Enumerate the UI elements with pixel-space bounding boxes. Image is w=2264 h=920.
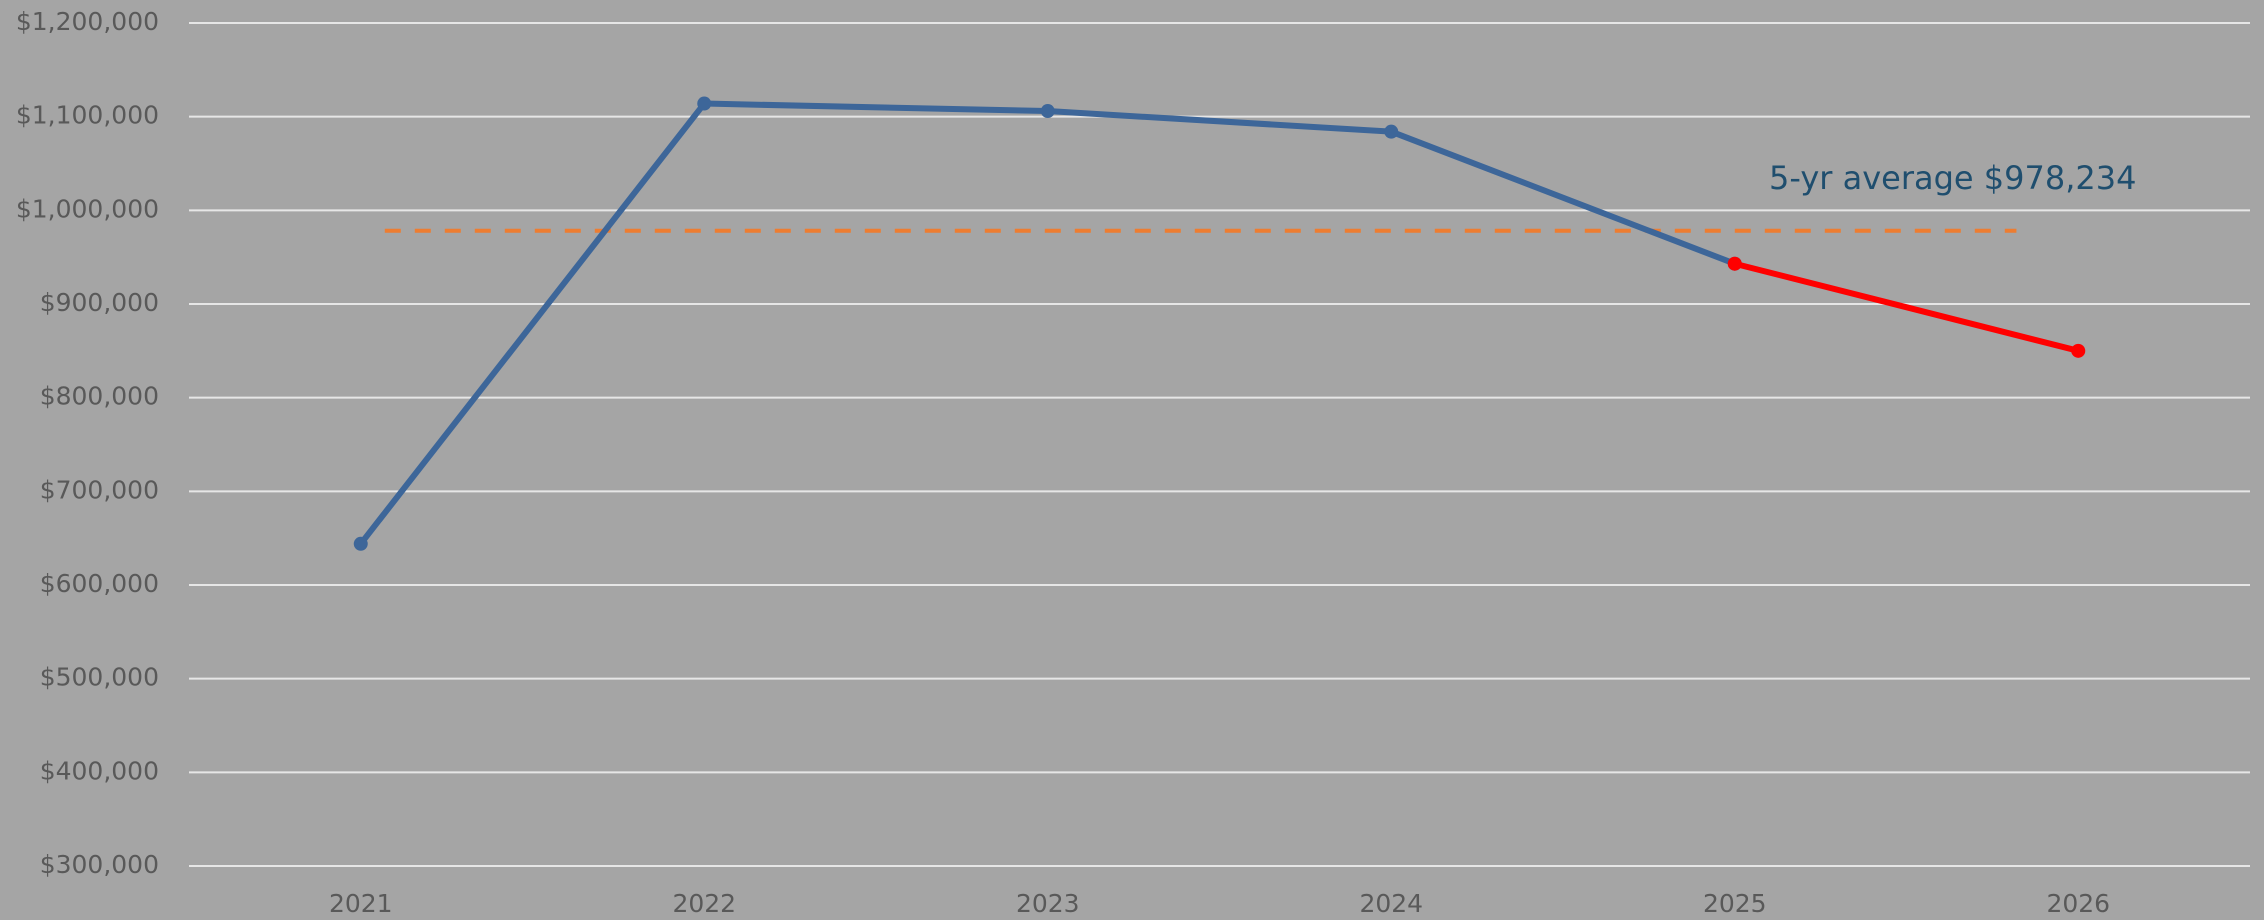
y-tick-label: $1,000,000 <box>16 194 159 223</box>
series-marker <box>697 96 712 111</box>
y-tick-label: $800,000 <box>40 382 159 411</box>
x-tick-label: 2025 <box>1703 889 1767 918</box>
series-marker <box>1727 256 1742 271</box>
y-tick-label: $400,000 <box>40 756 159 785</box>
average-annotation: 5-yr average $978,234 <box>1769 159 2136 197</box>
series-marker <box>1384 124 1399 139</box>
y-tick-label: $900,000 <box>40 288 159 317</box>
x-tick-label: 2024 <box>1359 889 1423 918</box>
y-tick-label: $500,000 <box>40 663 159 692</box>
x-tick-label: 2022 <box>672 889 736 918</box>
series-marker <box>1040 104 1055 119</box>
series-line <box>1734 260 2079 354</box>
y-tick-label: $300,000 <box>40 850 159 879</box>
x-tick-label: 2021 <box>329 889 393 918</box>
x-tick-label: 2023 <box>1016 889 1080 918</box>
series-marker <box>353 536 368 551</box>
y-tick-label: $1,200,000 <box>16 7 159 36</box>
y-tick-label: $1,100,000 <box>16 101 159 130</box>
series-marker <box>2071 343 2086 358</box>
x-tick-label: 2026 <box>2046 889 2110 918</box>
y-tick-label: $700,000 <box>40 475 159 504</box>
y-tick-label: $600,000 <box>40 569 159 598</box>
